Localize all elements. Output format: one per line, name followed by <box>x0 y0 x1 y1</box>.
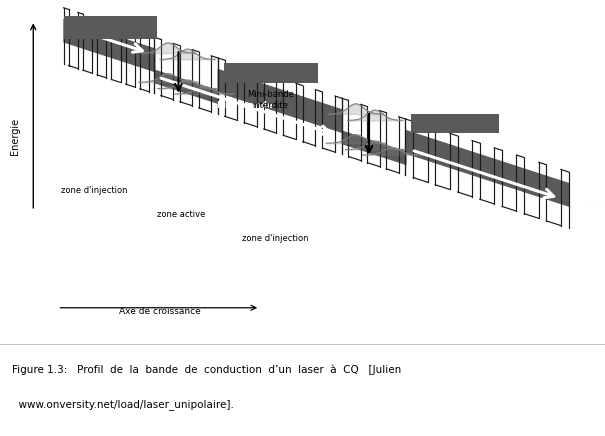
Bar <box>64 16 157 39</box>
Bar <box>224 63 318 83</box>
Text: zone d'injection: zone d'injection <box>60 186 127 195</box>
Text: Axe de croissance: Axe de croissance <box>119 307 201 316</box>
Text: Figure 1.3:   Profil  de  la  bande  de  conduction  d’un  laser  à  CQ   [Julie: Figure 1.3: Profil de la bande de conduc… <box>12 364 401 375</box>
Text: www.onversity.net/load/laser_unipolaire].: www.onversity.net/load/laser_unipolaire]… <box>12 399 234 410</box>
Text: Mini-bande
interdite: Mini-bande interdite <box>247 90 294 110</box>
Text: Energie: Energie <box>10 117 20 155</box>
Text: zone d'injection: zone d'injection <box>242 234 309 242</box>
Text: Mini-bande: Mini-bande <box>217 101 273 110</box>
Bar <box>411 114 499 133</box>
Text: zone active: zone active <box>157 210 206 219</box>
